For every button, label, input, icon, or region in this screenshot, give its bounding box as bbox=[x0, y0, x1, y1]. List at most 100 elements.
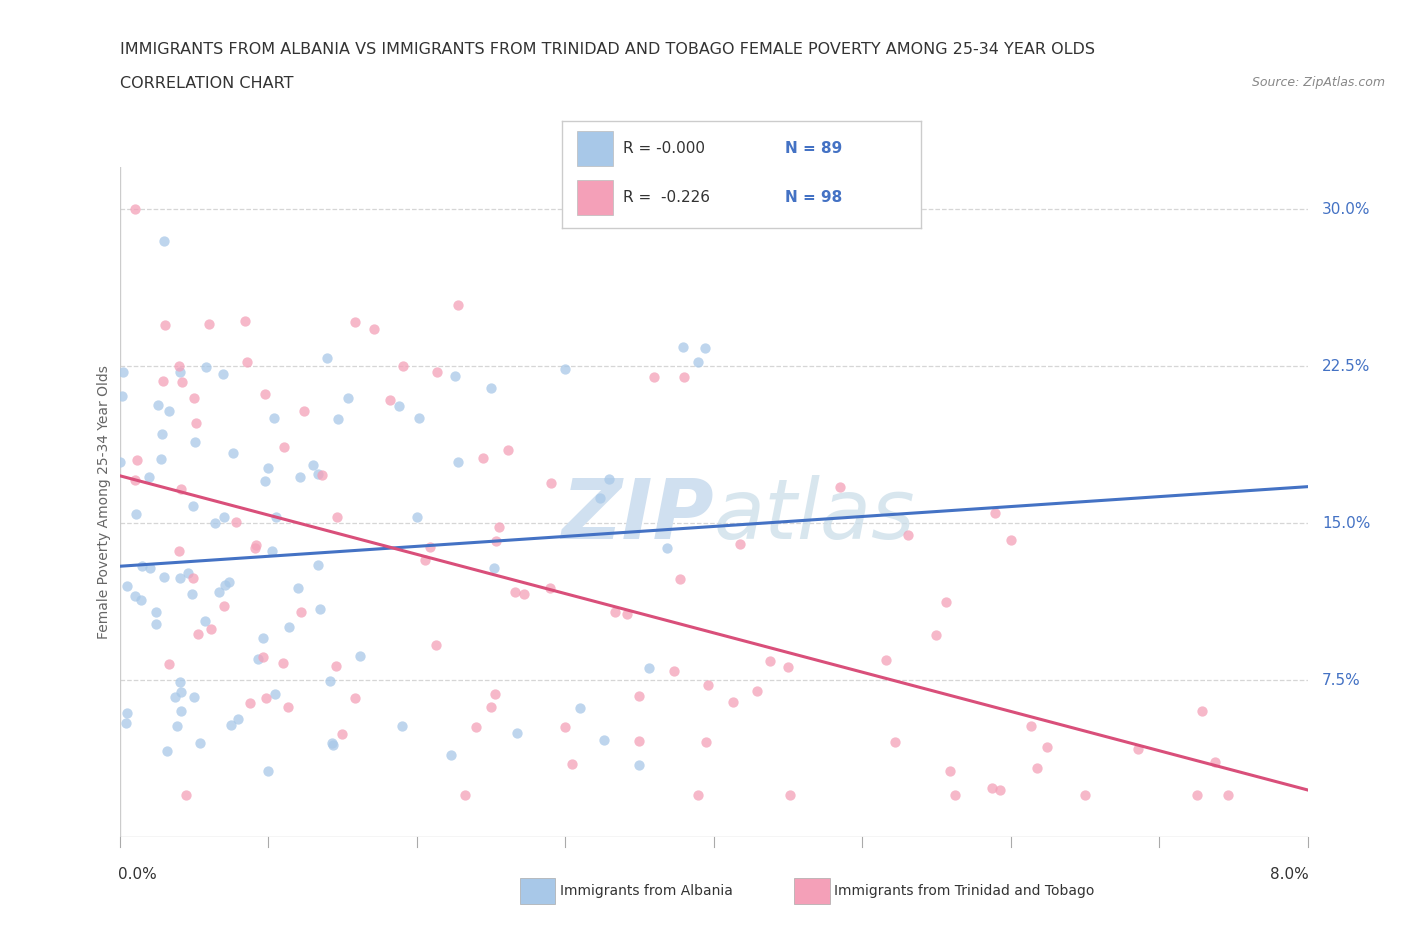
Point bbox=[111, 389, 134, 404]
Point bbox=[111, 365, 134, 379]
Point bbox=[233, 313, 256, 328]
Point bbox=[593, 733, 616, 748]
Point bbox=[200, 621, 222, 636]
Point bbox=[939, 764, 962, 778]
Text: 8.0%: 8.0% bbox=[1270, 867, 1309, 883]
Point bbox=[479, 699, 502, 714]
Point bbox=[181, 498, 204, 513]
Point bbox=[292, 404, 315, 418]
Y-axis label: Female Poverty Among 25-34 Year Olds: Female Poverty Among 25-34 Year Olds bbox=[97, 365, 111, 639]
Point bbox=[830, 479, 852, 494]
Point bbox=[1019, 718, 1042, 733]
Point bbox=[247, 652, 270, 667]
Point bbox=[554, 720, 576, 735]
Point bbox=[319, 674, 342, 689]
Point bbox=[598, 472, 620, 486]
Point bbox=[188, 736, 211, 751]
Point bbox=[728, 537, 751, 551]
Point bbox=[603, 604, 626, 619]
Point bbox=[194, 360, 217, 375]
Text: 15.0%: 15.0% bbox=[1322, 515, 1371, 531]
Point bbox=[236, 355, 259, 370]
Point bbox=[471, 451, 494, 466]
Point bbox=[153, 570, 176, 585]
Point bbox=[159, 404, 181, 418]
Point bbox=[139, 560, 162, 575]
Point bbox=[131, 559, 153, 574]
Point bbox=[156, 743, 179, 758]
Point bbox=[983, 506, 1005, 521]
Point bbox=[124, 589, 146, 604]
Point bbox=[759, 653, 782, 668]
Point bbox=[253, 473, 276, 488]
Point bbox=[669, 571, 692, 586]
Point bbox=[721, 695, 744, 710]
Point bbox=[169, 675, 191, 690]
Point bbox=[343, 314, 366, 329]
Point bbox=[484, 561, 506, 576]
Point bbox=[169, 482, 191, 497]
Point bbox=[378, 392, 401, 407]
Text: IMMIGRANTS FROM ALBANIA VS IMMIGRANTS FROM TRINIDAD AND TOBAGO FEMALE POVERTY AM: IMMIGRANTS FROM ALBANIA VS IMMIGRANTS FR… bbox=[120, 42, 1094, 57]
Point bbox=[337, 391, 360, 405]
Point bbox=[392, 359, 415, 374]
Point bbox=[388, 399, 411, 414]
Point bbox=[693, 340, 716, 355]
Bar bbox=[576, 179, 613, 215]
Point bbox=[1000, 533, 1022, 548]
Point bbox=[1074, 788, 1097, 803]
Point bbox=[485, 534, 508, 549]
Point bbox=[214, 578, 236, 592]
Point bbox=[145, 617, 167, 631]
Point bbox=[454, 788, 477, 803]
Point bbox=[264, 687, 287, 702]
Point bbox=[638, 660, 661, 675]
Point bbox=[426, 365, 449, 379]
Text: ZIP: ZIP bbox=[561, 475, 713, 556]
Point bbox=[344, 690, 367, 705]
Point bbox=[149, 451, 172, 466]
Point bbox=[391, 719, 413, 734]
Point bbox=[616, 606, 638, 621]
Point bbox=[503, 584, 526, 599]
Point bbox=[170, 703, 193, 718]
Point bbox=[655, 540, 678, 555]
Text: R =  -0.226: R = -0.226 bbox=[623, 190, 710, 205]
Point bbox=[943, 788, 966, 803]
Point bbox=[484, 686, 506, 701]
Text: Immigrants from Trinidad and Tobago: Immigrants from Trinidad and Tobago bbox=[834, 884, 1094, 898]
Point bbox=[408, 411, 430, 426]
Point bbox=[129, 592, 152, 607]
Point bbox=[686, 354, 709, 369]
Point bbox=[124, 472, 146, 487]
Point bbox=[163, 689, 186, 704]
Point bbox=[153, 317, 176, 332]
Point bbox=[349, 648, 371, 663]
Text: CORRELATION CHART: CORRELATION CHART bbox=[120, 76, 292, 91]
Point bbox=[260, 544, 283, 559]
Point bbox=[257, 461, 280, 476]
Point bbox=[124, 202, 146, 217]
Point bbox=[330, 726, 353, 741]
Point bbox=[245, 538, 267, 553]
Point bbox=[316, 351, 339, 365]
Point bbox=[643, 369, 665, 384]
Point bbox=[186, 416, 208, 431]
Point bbox=[479, 380, 502, 395]
Point bbox=[150, 426, 173, 441]
Point bbox=[628, 733, 651, 748]
Point bbox=[1218, 788, 1240, 803]
Point bbox=[287, 580, 309, 595]
Point bbox=[125, 453, 148, 468]
Point bbox=[405, 510, 427, 525]
Point bbox=[212, 510, 235, 525]
Point bbox=[167, 359, 190, 374]
Point bbox=[183, 690, 205, 705]
Point bbox=[183, 391, 205, 405]
Text: 30.0%: 30.0% bbox=[1322, 202, 1371, 217]
Point bbox=[225, 514, 247, 529]
Point bbox=[145, 604, 167, 619]
Point bbox=[169, 365, 191, 379]
Point bbox=[538, 580, 561, 595]
Point bbox=[363, 321, 385, 336]
